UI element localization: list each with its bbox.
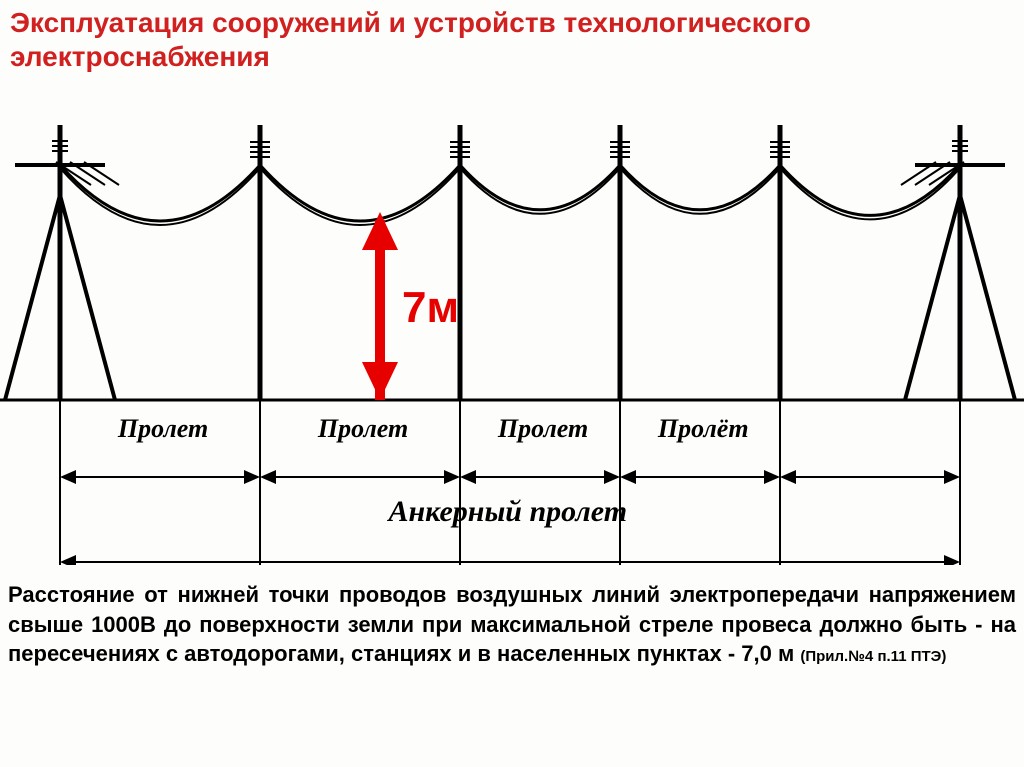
span-label: Пролет	[498, 414, 588, 444]
span-label: Пролет	[318, 414, 408, 444]
anchor-span-label: Анкерный пролет	[389, 495, 628, 529]
height-arrow-label: 7м	[402, 283, 459, 333]
span-label: Пролёт	[658, 414, 749, 444]
description-ref: (Прил.№4 п.11 ПТЭ)	[800, 648, 946, 665]
page-title: Эксплуатация сооружений и устройств техн…	[10, 6, 1014, 73]
power-line-diagram: 7м Пролет Пролет Пролет Пролёт Анкерный проле…	[0, 95, 1024, 565]
span-label: Пролет	[118, 414, 208, 444]
description-text: Расстояние от нижней точки проводов возд…	[8, 580, 1016, 669]
